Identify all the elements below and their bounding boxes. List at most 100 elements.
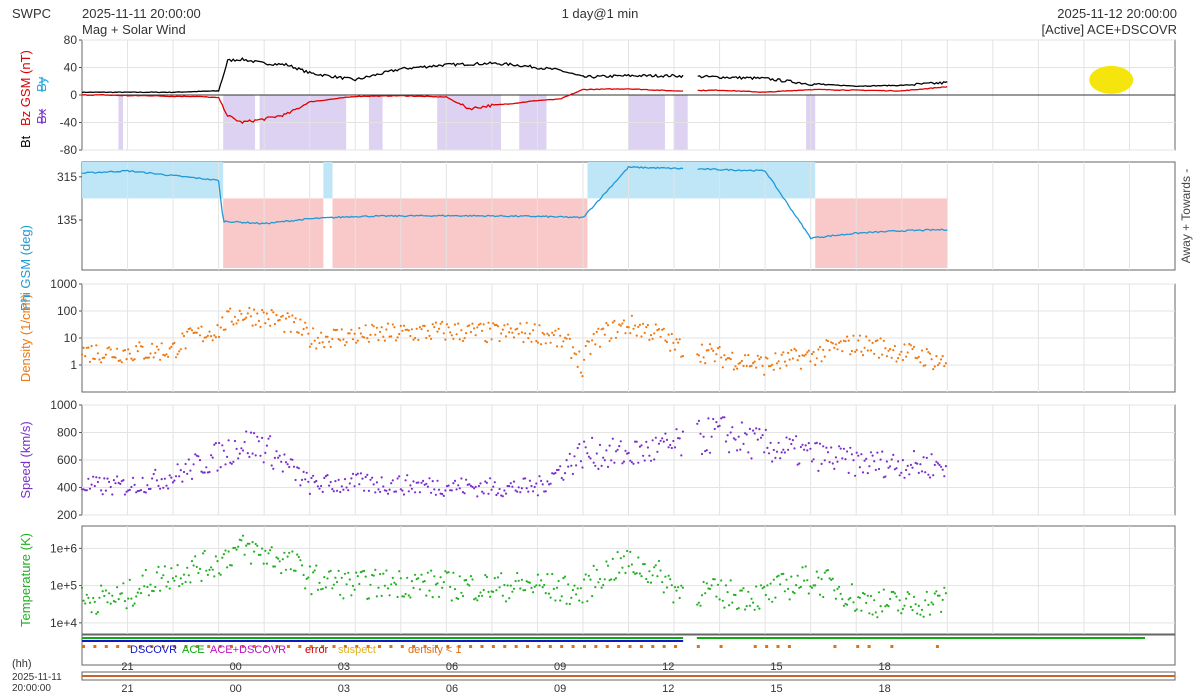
data-point <box>563 575 567 578</box>
data-point <box>163 477 166 480</box>
data-point <box>136 489 139 493</box>
data-point <box>536 341 540 344</box>
data-point <box>254 542 257 546</box>
density-flag <box>82 645 85 648</box>
data-point <box>879 605 882 608</box>
data-point <box>431 480 434 483</box>
data-point <box>630 563 634 566</box>
data-point <box>143 357 146 360</box>
data-point <box>912 450 916 453</box>
data-point <box>852 459 855 462</box>
data-point <box>772 368 775 371</box>
data-point <box>739 448 742 451</box>
data-point <box>329 345 332 348</box>
data-point <box>844 602 847 605</box>
data-point <box>779 583 782 586</box>
data-point <box>347 332 350 335</box>
data-point <box>318 581 321 585</box>
data-point <box>120 592 123 595</box>
data-point <box>831 577 834 580</box>
data-point <box>897 357 900 360</box>
density-flag <box>491 645 495 648</box>
data-point <box>385 328 388 331</box>
data-point <box>943 365 946 368</box>
data-point <box>152 356 155 359</box>
data-point <box>661 581 664 584</box>
data-point <box>702 580 705 584</box>
data-point <box>665 438 669 441</box>
bz-label: Bz GSM (nT) <box>18 50 33 126</box>
data-point <box>758 607 761 610</box>
data-point <box>396 595 399 599</box>
data-point <box>501 495 504 498</box>
data-point <box>356 575 359 578</box>
data-point <box>477 594 480 598</box>
x-axis: (hh)2025-11-1120:00:00212100000303060609… <box>12 658 1176 695</box>
data-point <box>750 364 753 367</box>
data-point <box>404 328 407 331</box>
data-point <box>651 439 654 442</box>
data-point <box>661 437 664 440</box>
data-point <box>838 445 841 448</box>
y-tick-label: 80 <box>64 33 78 47</box>
data-point <box>402 595 406 598</box>
data-point <box>312 571 315 574</box>
data-point <box>610 578 613 581</box>
density-flag <box>446 645 450 648</box>
data-point <box>288 465 291 469</box>
data-point <box>629 459 632 462</box>
data-point <box>680 584 683 587</box>
data-point <box>865 335 868 338</box>
data-point <box>170 345 173 348</box>
data-point <box>716 347 720 350</box>
data-point <box>269 435 272 438</box>
data-point <box>259 553 262 556</box>
data-point <box>721 416 724 419</box>
data-point <box>893 468 897 471</box>
data-point <box>602 456 605 459</box>
data-point <box>884 475 887 478</box>
data-point <box>377 339 380 342</box>
data-point <box>343 572 347 575</box>
data-point <box>533 585 536 588</box>
data-point <box>197 327 200 330</box>
data-point <box>943 586 946 589</box>
data-point <box>809 360 812 363</box>
data-point <box>326 577 329 580</box>
data-point <box>174 575 178 578</box>
data-point <box>925 590 928 594</box>
data-point <box>589 352 592 356</box>
data-point <box>130 597 133 600</box>
data-point <box>672 601 675 604</box>
data-point <box>218 572 221 575</box>
data-point <box>885 460 889 463</box>
data-point <box>912 345 916 348</box>
data-point <box>516 571 519 575</box>
data-point <box>782 448 785 451</box>
data-point <box>328 340 331 343</box>
data-point <box>490 338 493 341</box>
data-point <box>399 488 402 491</box>
x-tick-label: 15 <box>770 661 782 673</box>
data-point <box>908 342 911 346</box>
data-point <box>787 448 790 451</box>
data-point <box>147 356 150 359</box>
data-point <box>246 542 249 545</box>
data-point <box>614 336 618 339</box>
data-point <box>761 434 764 437</box>
data-point <box>184 347 187 350</box>
data-point <box>841 457 844 460</box>
data-point <box>492 322 495 325</box>
data-point <box>747 354 750 357</box>
data-point <box>700 452 704 456</box>
data-point <box>806 449 809 452</box>
data-point <box>699 360 702 363</box>
data-point <box>619 324 622 327</box>
data-point <box>783 360 787 363</box>
data-point <box>544 592 547 595</box>
density-flag <box>343 645 347 648</box>
data-point <box>496 325 500 328</box>
data-point <box>300 564 304 567</box>
data-point <box>320 484 323 488</box>
data-point <box>547 592 551 595</box>
